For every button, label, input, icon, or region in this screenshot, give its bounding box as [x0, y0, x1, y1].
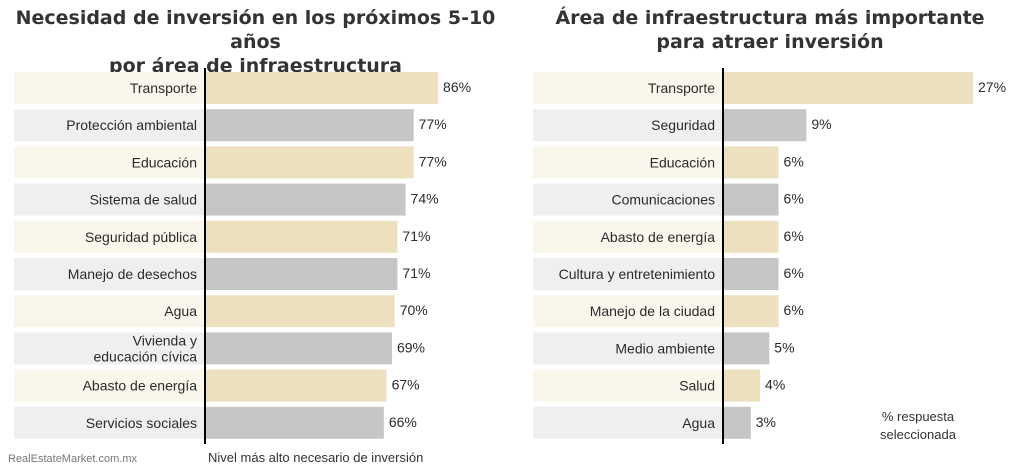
value-label: 66% [389, 414, 417, 430]
row-background [533, 220, 723, 253]
chart-2-x-axis-label: % respuesta seleccionada [880, 409, 956, 442]
bar [205, 183, 406, 216]
category-label: Abasto de energía [601, 229, 716, 245]
category-label: Transporte [648, 80, 715, 96]
value-label: 6% [784, 302, 804, 318]
category-label: Medio ambiente [615, 340, 715, 356]
bar [205, 332, 392, 365]
bar [723, 220, 779, 253]
value-label: 5% [774, 339, 794, 355]
bar [205, 220, 398, 253]
category-label: Abasto de energía [83, 378, 198, 394]
category-label: Vivienda y educación cívica [93, 332, 197, 364]
watermark: RealEstateMarket.com.mx [8, 453, 137, 465]
row-background [14, 109, 205, 142]
category-label: Protección ambiental [66, 117, 197, 133]
category-label: Seguridad [651, 117, 715, 133]
row-background [533, 332, 723, 365]
bar [205, 72, 439, 104]
bar [723, 183, 779, 216]
value-label: 6% [784, 153, 804, 169]
value-label: 86% [443, 79, 471, 95]
value-label: 67% [392, 377, 420, 393]
row-background [533, 369, 723, 402]
bar [205, 258, 398, 290]
category-label: Transporte [130, 80, 197, 96]
value-label: 70% [400, 302, 428, 318]
row-background [14, 72, 205, 104]
bar [205, 295, 395, 328]
category-label: Educación [650, 154, 715, 170]
bar [723, 406, 751, 439]
value-label: 9% [811, 116, 831, 132]
value-label: 74% [411, 191, 439, 207]
value-label: 71% [402, 228, 430, 244]
bar [723, 109, 807, 142]
bar [723, 72, 973, 104]
category-label: Sistema de salud [90, 192, 197, 208]
category-label: Servicios sociales [86, 415, 197, 431]
row-background [533, 406, 723, 439]
value-label: 77% [419, 116, 447, 132]
category-label: Manejo de desechos [68, 266, 197, 282]
category-label: Agua [164, 303, 197, 319]
bar [205, 146, 414, 179]
row-background [14, 183, 205, 216]
value-label: 3% [756, 414, 776, 430]
row-background [14, 406, 205, 439]
row-background [14, 295, 205, 328]
row-background [14, 220, 205, 253]
row-background [533, 146, 723, 179]
category-label: Seguridad pública [85, 229, 197, 245]
value-label: 4% [765, 377, 785, 393]
chart-1-x-axis-label: Nivel más alto necesario de inversión [208, 450, 424, 465]
row-background [533, 72, 723, 104]
value-label: 69% [397, 339, 425, 355]
category-label: Comunicaciones [612, 192, 716, 208]
row-background [533, 295, 723, 328]
row-background [14, 332, 205, 365]
row-background [533, 109, 723, 142]
category-label: Salud [679, 378, 715, 394]
chart-2-title: Área de infraestructura más importante pa… [555, 7, 985, 53]
row-background [14, 258, 205, 290]
row-background [533, 258, 723, 290]
value-label: 77% [419, 153, 447, 169]
chart-1-plot: Transporte 86% Protección ambiental 77% Educ… [14, 68, 471, 444]
row-background [14, 146, 205, 179]
bar [723, 369, 761, 402]
bar [723, 258, 779, 290]
row-background [14, 369, 205, 402]
category-label: Cultura y entretenimiento [559, 266, 716, 282]
value-label: 71% [402, 265, 430, 281]
value-label: 6% [784, 265, 804, 281]
bar [205, 369, 387, 402]
value-label: 27% [978, 79, 1006, 95]
category-label: Manejo de la ciudad [590, 303, 715, 319]
category-label: Educación [132, 154, 197, 170]
bar [205, 406, 384, 439]
bar [723, 295, 779, 328]
bar [723, 332, 770, 365]
value-label: 6% [784, 191, 804, 207]
bar [723, 146, 779, 179]
bar [205, 109, 414, 142]
chart-1-title: Necesidad de inversión en los próximos 5… [15, 7, 496, 77]
category-label: Agua [682, 415, 715, 431]
row-background [533, 183, 723, 216]
value-label: 6% [784, 228, 804, 244]
